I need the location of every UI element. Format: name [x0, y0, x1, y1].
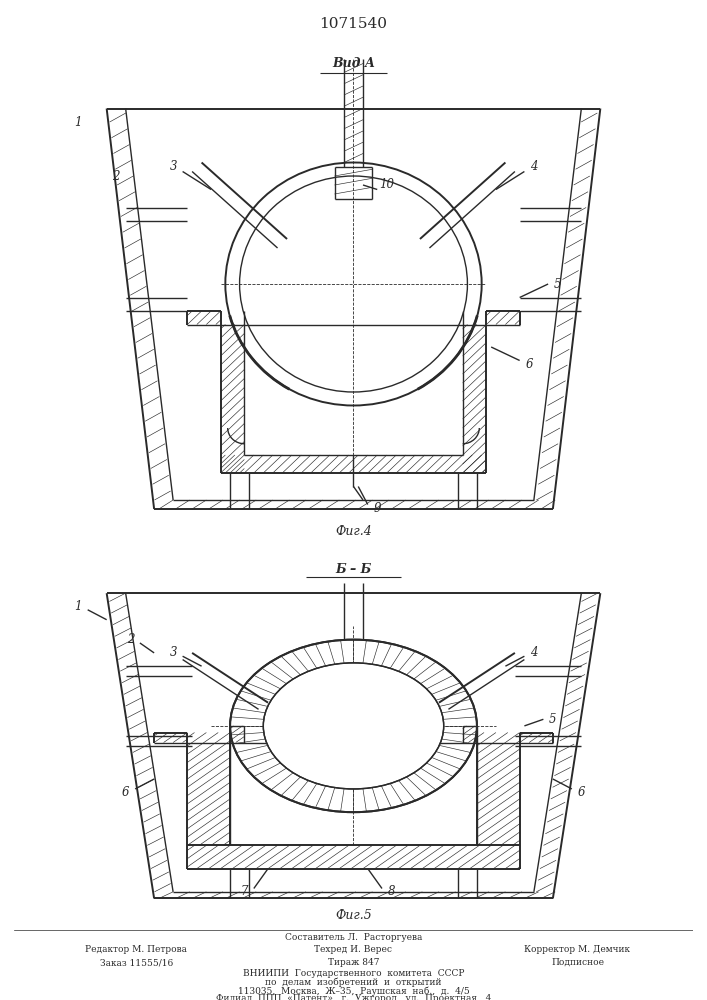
Text: Корректор М. Демчик: Корректор М. Демчик — [525, 945, 631, 954]
Text: 1: 1 — [74, 600, 82, 613]
Text: 7: 7 — [240, 885, 248, 898]
Text: 4: 4 — [530, 646, 537, 659]
Text: Тираж 847: Тираж 847 — [328, 958, 379, 967]
Text: Подписное: Подписное — [551, 958, 604, 967]
Text: ВНИИПИ  Государственного  комитета  СССР: ВНИИПИ Государственного комитета СССР — [243, 968, 464, 978]
Text: Вид А: Вид А — [332, 57, 375, 70]
Text: Редактор М. Петрова: Редактор М. Петрова — [86, 945, 187, 954]
Circle shape — [263, 663, 444, 789]
Text: по  делам  изобретений  и  открытий: по делам изобретений и открытий — [265, 978, 442, 987]
Text: 2: 2 — [112, 169, 120, 182]
Text: 3: 3 — [170, 160, 177, 174]
Text: 3: 3 — [170, 646, 177, 659]
Text: 9: 9 — [373, 502, 381, 516]
Text: 6: 6 — [525, 359, 533, 371]
Text: 5: 5 — [549, 713, 556, 726]
Text: 8: 8 — [387, 885, 395, 898]
Text: Филиал  ППП  «Патент»,  г.  Ужгород,  ул.  Проектная,  4: Филиал ППП «Патент», г. Ужгород, ул. Про… — [216, 994, 491, 1000]
Text: Фиг.4: Фиг.4 — [335, 525, 372, 538]
Text: Техред И. Верес: Техред И. Верес — [315, 945, 392, 954]
Text: Составитель Л.  Расторгуева: Составитель Л. Расторгуева — [285, 934, 422, 942]
Text: 4: 4 — [530, 160, 537, 174]
Text: 1071540: 1071540 — [320, 17, 387, 31]
Text: Фиг.5: Фиг.5 — [335, 909, 372, 922]
Text: Б – Б: Б – Б — [335, 563, 372, 576]
Text: Заказ 11555/16: Заказ 11555/16 — [100, 958, 173, 967]
Text: 2: 2 — [127, 633, 134, 646]
Text: 6: 6 — [578, 786, 585, 799]
Text: 10: 10 — [379, 178, 395, 192]
Text: 1: 1 — [74, 115, 82, 128]
Text: 113035,  Москва,  Ж–35,  Раушская  наб.,  д.  4/5: 113035, Москва, Ж–35, Раушская наб., д. … — [238, 986, 469, 996]
Text: 5: 5 — [554, 277, 561, 290]
Text: 6: 6 — [122, 786, 129, 799]
